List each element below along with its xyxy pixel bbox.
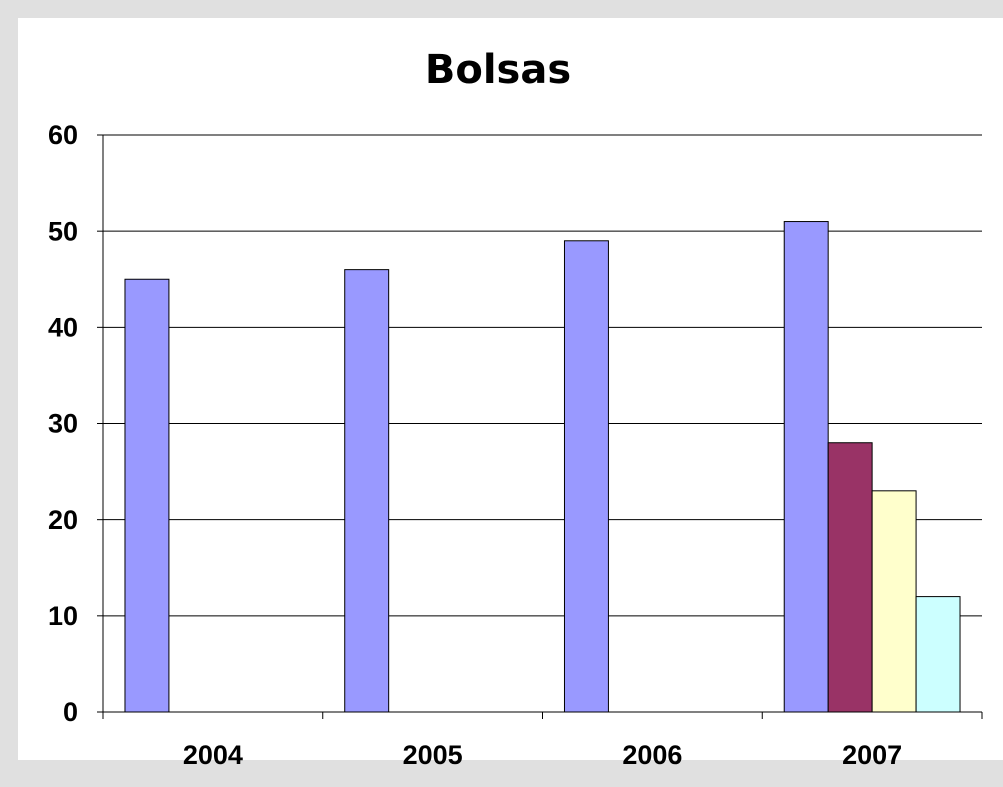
y-tick-label: 20 — [48, 505, 78, 535]
x-tick-label: 2007 — [842, 740, 902, 770]
y-tick-label: 10 — [48, 601, 78, 631]
bar — [344, 269, 390, 713]
bar — [563, 240, 609, 713]
y-tick-label: 0 — [63, 697, 78, 727]
x-tick-label: 2005 — [403, 740, 463, 770]
bar — [871, 490, 917, 713]
bar — [124, 278, 170, 713]
bar — [827, 442, 873, 713]
x-tick-label: 2004 — [183, 740, 243, 770]
bar — [915, 596, 961, 713]
bar — [783, 221, 829, 713]
y-tick-label: 60 — [48, 120, 78, 150]
chart-title: Bolsas — [425, 47, 571, 93]
y-tick-label: 30 — [48, 409, 78, 439]
x-tick-label: 2006 — [622, 740, 682, 770]
y-tick-label: 50 — [48, 216, 78, 246]
y-tick-label: 40 — [48, 312, 78, 342]
